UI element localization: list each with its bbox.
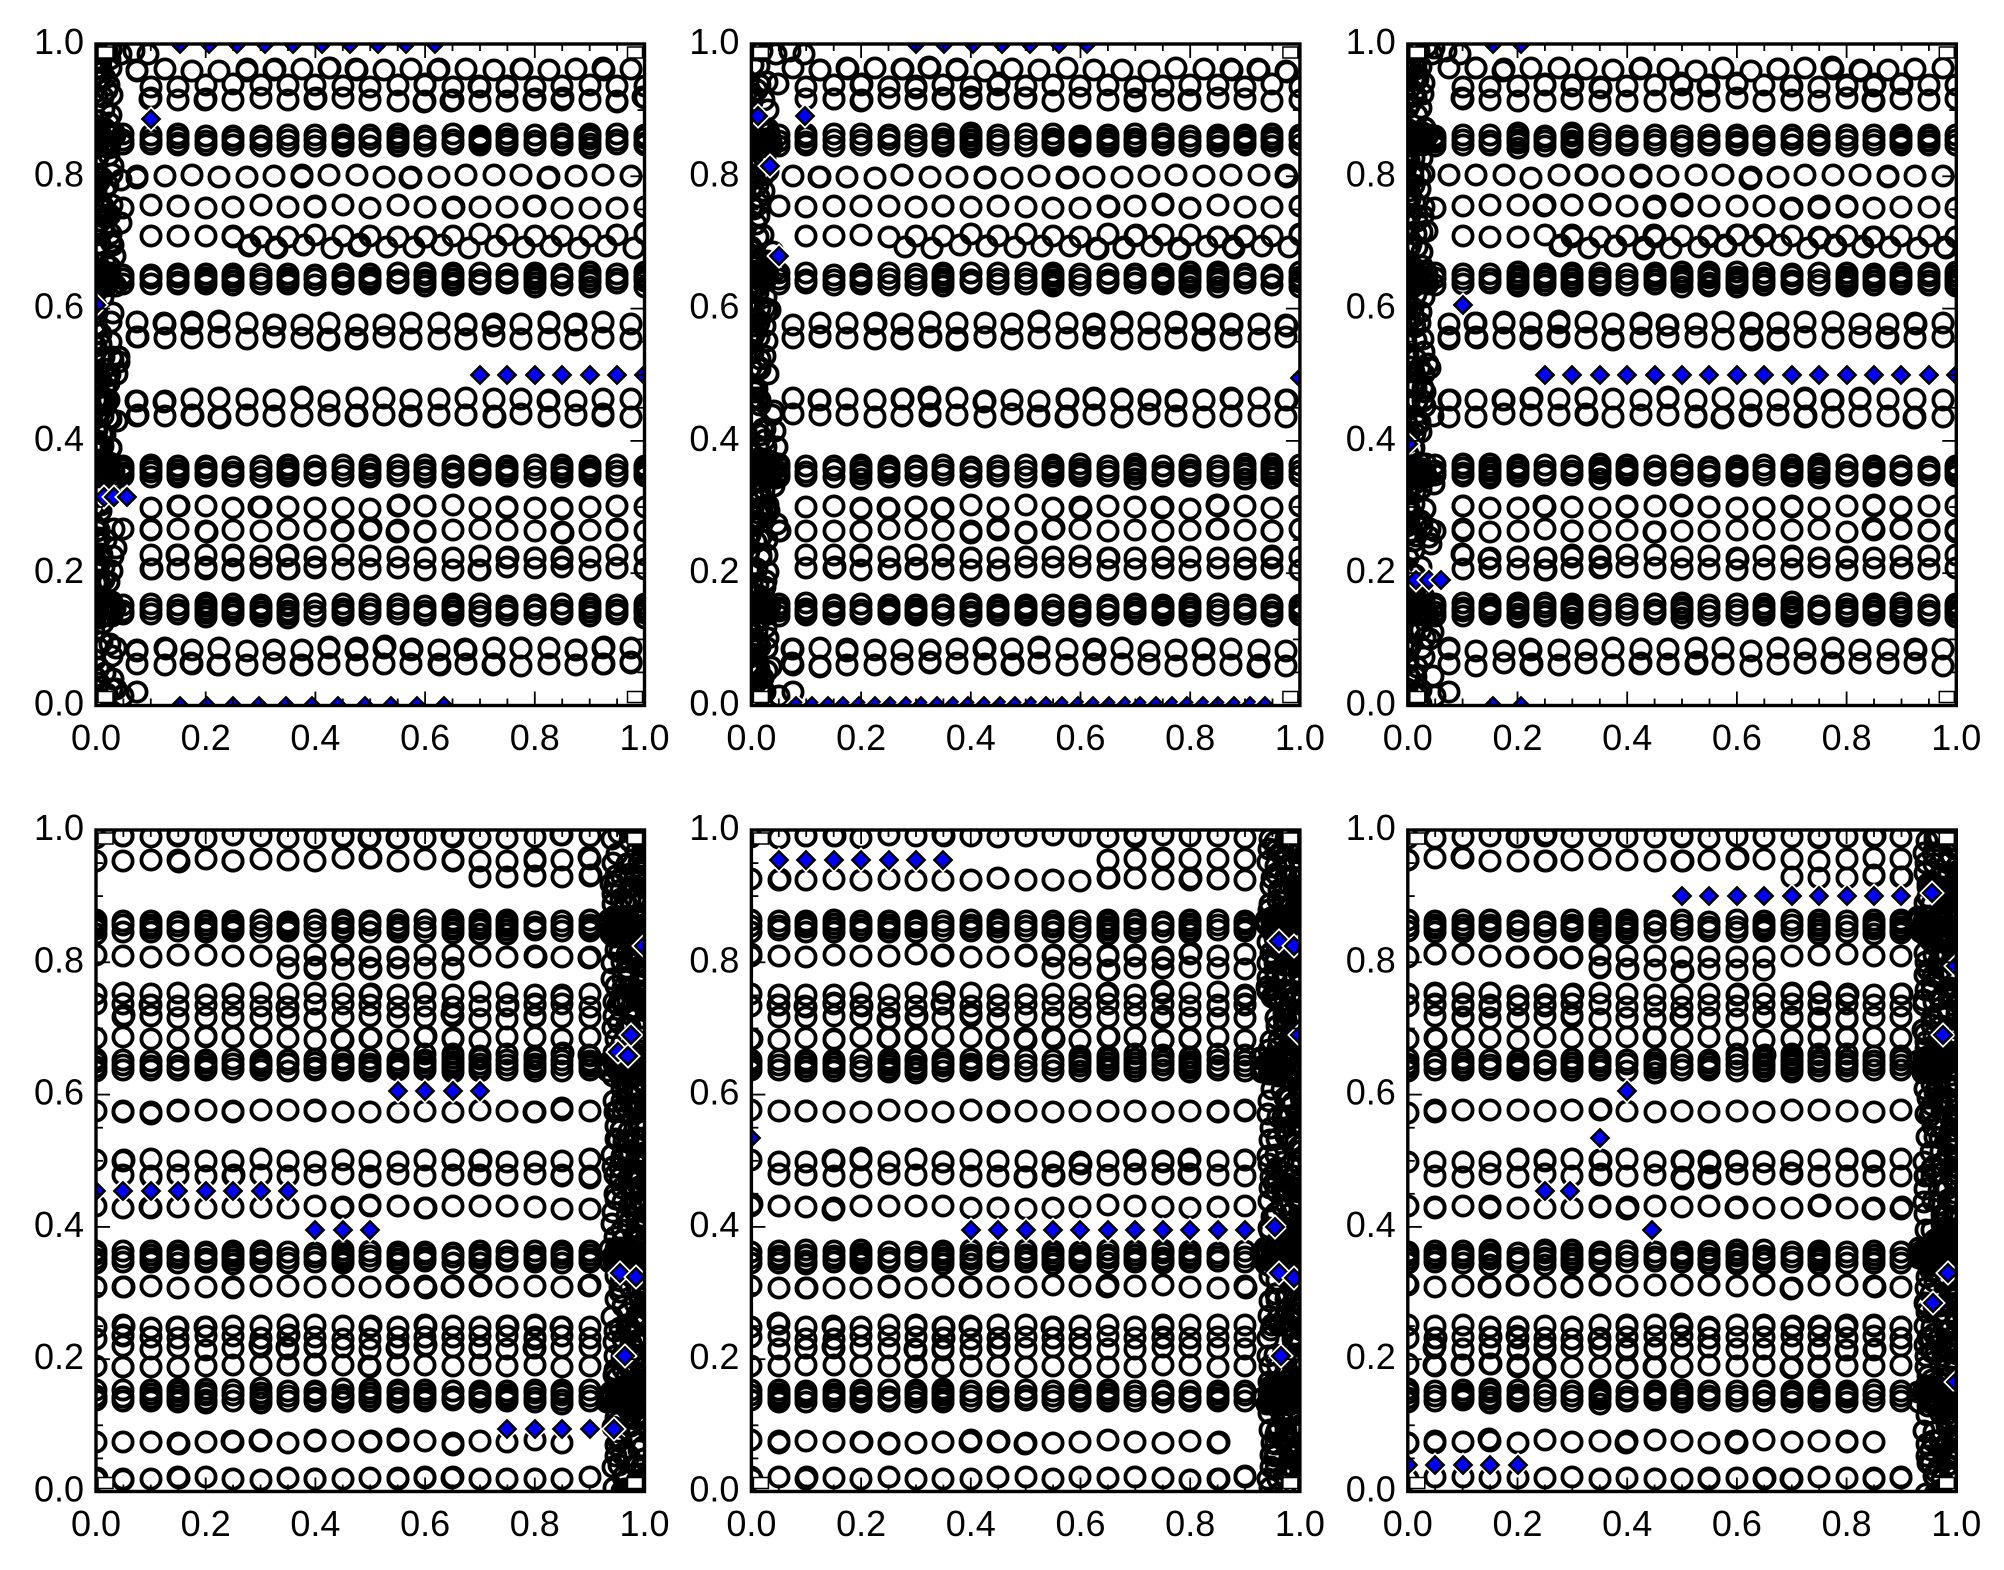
svg-text:0.6: 0.6 (34, 1072, 84, 1113)
svg-text:0.0: 0.0 (34, 683, 84, 724)
svg-text:0.6: 0.6 (1712, 717, 1762, 758)
svg-text:1.0: 1.0 (1346, 807, 1396, 848)
svg-text:0.0: 0.0 (1346, 1469, 1396, 1510)
svg-text:0.4: 0.4 (1346, 1204, 1396, 1245)
svg-text:0.0: 0.0 (726, 1503, 776, 1544)
svg-text:0.6: 0.6 (1055, 717, 1105, 758)
svg-text:1.0: 1.0 (689, 807, 739, 848)
svg-text:0.0: 0.0 (71, 1503, 121, 1544)
svg-text:0.0: 0.0 (71, 717, 121, 758)
svg-text:0.6: 0.6 (400, 717, 450, 758)
svg-text:0.8: 0.8 (1822, 717, 1872, 758)
svg-text:0.8: 0.8 (34, 153, 84, 194)
svg-text:0.6: 0.6 (1055, 1503, 1105, 1544)
svg-text:0.4: 0.4 (689, 418, 739, 459)
svg-text:0.6: 0.6 (1346, 286, 1396, 327)
svg-text:1.0: 1.0 (689, 21, 739, 62)
svg-text:1.0: 1.0 (1931, 717, 1981, 758)
svg-text:0.4: 0.4 (689, 1204, 739, 1245)
svg-text:0.2: 0.2 (689, 550, 739, 591)
svg-text:1.0: 1.0 (619, 1503, 669, 1544)
svg-text:0.6: 0.6 (1346, 1072, 1396, 1113)
svg-text:0.4: 0.4 (34, 1204, 84, 1245)
svg-text:0.6: 0.6 (1712, 1503, 1762, 1544)
svg-text:0.8: 0.8 (1346, 153, 1396, 194)
svg-text:0.8: 0.8 (1165, 1503, 1215, 1544)
svg-text:0.8: 0.8 (1346, 939, 1396, 980)
svg-text:0.2: 0.2 (34, 1336, 84, 1377)
svg-text:0.4: 0.4 (1346, 418, 1396, 459)
svg-text:0.4: 0.4 (1602, 1503, 1652, 1544)
svg-text:1.0: 1.0 (1346, 21, 1396, 62)
svg-text:1.0: 1.0 (619, 717, 669, 758)
svg-text:0.4: 0.4 (1602, 717, 1652, 758)
svg-text:1.0: 1.0 (34, 21, 84, 62)
svg-text:0.6: 0.6 (689, 1072, 739, 1113)
svg-text:0.2: 0.2 (836, 1503, 886, 1544)
svg-text:0.8: 0.8 (510, 717, 560, 758)
svg-text:0.0: 0.0 (1383, 717, 1433, 758)
svg-text:0.2: 0.2 (181, 1503, 231, 1544)
svg-text:0.4: 0.4 (290, 717, 340, 758)
svg-text:0.6: 0.6 (400, 1503, 450, 1544)
svg-text:0.6: 0.6 (689, 286, 739, 327)
svg-text:0.0: 0.0 (1383, 1503, 1433, 1544)
svg-text:1.0: 1.0 (34, 807, 84, 848)
svg-text:0.2: 0.2 (1492, 1503, 1542, 1544)
svg-text:0.2: 0.2 (689, 1336, 739, 1377)
svg-text:0.4: 0.4 (34, 418, 84, 459)
svg-text:0.4: 0.4 (290, 1503, 340, 1544)
svg-text:0.8: 0.8 (34, 939, 84, 980)
svg-text:1.0: 1.0 (1275, 717, 1325, 758)
svg-text:0.2: 0.2 (181, 717, 231, 758)
svg-text:0.8: 0.8 (1822, 1503, 1872, 1544)
svg-text:0.8: 0.8 (1165, 717, 1215, 758)
svg-text:0.0: 0.0 (689, 683, 739, 724)
svg-text:0.6: 0.6 (34, 286, 84, 327)
svg-text:0.2: 0.2 (1492, 717, 1542, 758)
svg-text:0.2: 0.2 (1346, 550, 1396, 591)
svg-text:0.2: 0.2 (34, 550, 84, 591)
svg-text:0.4: 0.4 (946, 1503, 996, 1544)
svg-text:0.0: 0.0 (726, 717, 776, 758)
svg-text:0.2: 0.2 (1346, 1336, 1396, 1377)
svg-text:0.0: 0.0 (689, 1469, 739, 1510)
svg-text:0.8: 0.8 (689, 939, 739, 980)
svg-text:0.8: 0.8 (510, 1503, 560, 1544)
svg-text:0.0: 0.0 (1346, 683, 1396, 724)
svg-text:0.2: 0.2 (836, 717, 886, 758)
svg-text:0.4: 0.4 (946, 717, 996, 758)
svg-text:1.0: 1.0 (1275, 1503, 1325, 1544)
svg-text:0.0: 0.0 (34, 1469, 84, 1510)
svg-text:0.8: 0.8 (689, 153, 739, 194)
svg-text:1.0: 1.0 (1931, 1503, 1981, 1544)
